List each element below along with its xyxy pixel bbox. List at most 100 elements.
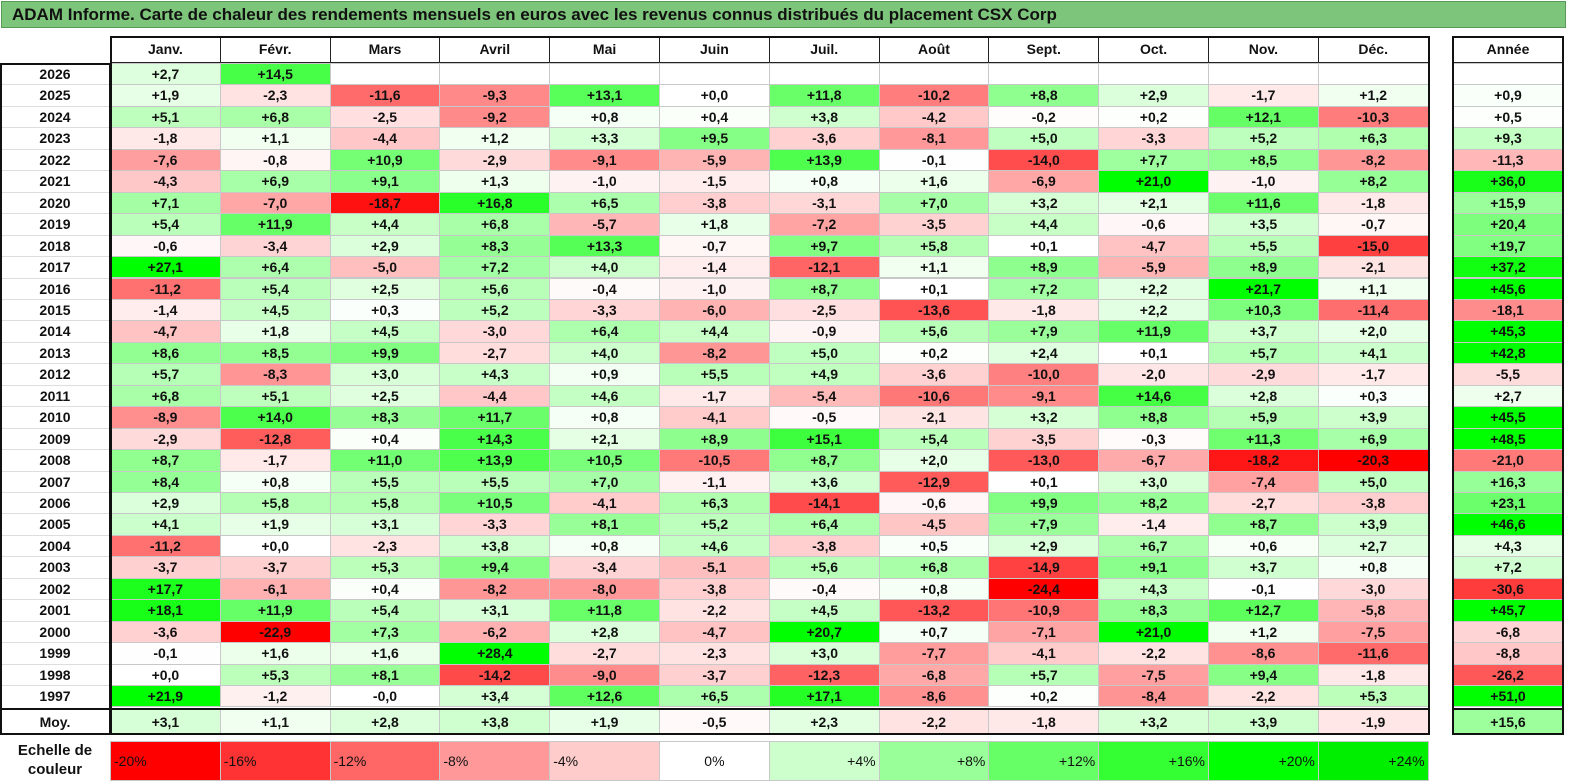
annual-cell: +15,9: [1452, 191, 1564, 215]
average-cell: +2,3: [768, 708, 880, 735]
annual-cell: +45,6: [1452, 277, 1564, 300]
heatmap-cell: +3,5: [1208, 213, 1319, 236]
heatmap-cell: +1,9: [219, 513, 331, 536]
heatmap-cell: +3,0: [768, 642, 880, 665]
heatmap-cell: +8,5: [1208, 148, 1319, 172]
heatmap-cell: -0,4: [549, 277, 660, 300]
heatmap-cell: +4,6: [659, 534, 770, 558]
heatmap-cell: +5,5: [439, 470, 551, 493]
average-cell: -0,5: [659, 708, 770, 735]
heatmap-cell: +1,6: [329, 642, 441, 665]
heatmap-cell: -3,5: [878, 213, 990, 236]
heatmap-cell: +9,4: [1208, 663, 1319, 687]
heatmap-cell: +2,9: [1098, 84, 1209, 107]
heatmap-cell: -6,0: [659, 298, 770, 322]
annual-cell: +0,9: [1452, 84, 1564, 107]
heatmap-cell: +0,1: [878, 277, 990, 300]
heatmap-cell: [1208, 63, 1319, 86]
heatmap-cell: -4,5: [878, 513, 990, 536]
heatmap-cell: +4,4: [659, 320, 770, 343]
year-label: 2026: [0, 63, 110, 85]
heatmap-cell: +5,4: [329, 599, 441, 622]
heatmap-cell: -2,7: [1208, 492, 1319, 515]
heatmap-cell: -14,0: [988, 148, 1100, 172]
heatmap-cell: +11,8: [768, 84, 880, 107]
heatmap-cell: [659, 63, 770, 86]
color-scale-stop: 0%: [659, 741, 770, 781]
heatmap-cell: +0,5: [878, 534, 990, 558]
heatmap-cell: -4,7: [1098, 234, 1209, 258]
color-scale-stop: -16%: [219, 741, 331, 781]
heatmap-cell: +1,1: [1317, 277, 1429, 300]
heatmap-cell: -0,0: [329, 685, 441, 708]
heatmap-cell: -3,8: [659, 577, 770, 601]
year-label: 2022: [0, 148, 110, 171]
annual-header: Année: [1452, 36, 1564, 63]
year-label: 2025: [0, 84, 110, 106]
heatmap-cell: -14,9: [988, 556, 1100, 579]
heatmap-cell: +4,4: [329, 213, 441, 236]
heatmap-cell: +1,1: [219, 127, 331, 150]
heatmap-cell: +8,2: [1317, 170, 1429, 193]
heatmap-cell: +3,2: [988, 406, 1100, 429]
month-header: Sept.: [988, 36, 1100, 63]
heatmap-cell: +9,9: [329, 341, 441, 365]
heatmap-cell: +5,0: [768, 341, 880, 365]
heatmap-cell: -11,2: [110, 534, 221, 558]
heatmap-cell: -2,9: [439, 148, 551, 172]
heatmap-cell: +6,8: [219, 105, 331, 129]
heatmap-cell: -9,0: [549, 663, 660, 687]
heatmap-cell: -1,5: [659, 170, 770, 193]
color-scale-stop: +24%: [1317, 741, 1429, 781]
annual-cell: +23,1: [1452, 492, 1564, 515]
heatmap-cell: -12,3: [768, 663, 880, 687]
heatmap-cell: -0,1: [878, 148, 990, 172]
heatmap-cell: -1,0: [1208, 170, 1319, 193]
heatmap-cell: +7,7: [1098, 148, 1209, 172]
heatmap-cell: -2,9: [110, 427, 221, 451]
heatmap-cell: +14,6: [1098, 384, 1209, 408]
heatmap-cell: -8,9: [110, 406, 221, 429]
year-label: 2018: [0, 234, 110, 257]
heatmap-cell: +17,7: [110, 577, 221, 601]
annual-cell: +48,5: [1452, 427, 1564, 451]
heatmap-cell: +21,9: [110, 685, 221, 708]
annual-cell: [1452, 63, 1564, 86]
heatmap-cell: -3,8: [768, 534, 880, 558]
average-cell: +1,9: [549, 708, 660, 735]
heatmap-cell: -11,2: [110, 277, 221, 300]
heatmap-cell: +5,1: [219, 384, 331, 408]
heatmap-cell: +2,7: [1317, 534, 1429, 558]
year-label: 2016: [0, 277, 110, 300]
heatmap-cell: +0,8: [219, 470, 331, 493]
heatmap-cell: -4,2: [878, 105, 990, 129]
average-cell: +3,1: [110, 708, 221, 735]
heatmap-cell: +0,3: [1317, 384, 1429, 408]
heatmap-cell: +1,2: [439, 127, 551, 150]
heatmap-cell: -1,8: [1317, 663, 1429, 687]
heatmap-cell: +5,6: [768, 556, 880, 579]
heatmap-cell: +11,0: [329, 449, 441, 472]
heatmap-cell: [549, 63, 660, 86]
heatmap-cell: +14,5: [219, 63, 331, 86]
heatmap-cell: +17,1: [768, 685, 880, 708]
heatmap-cell: -9,2: [439, 105, 551, 129]
average-separator: [1452, 707, 1564, 710]
annual-cell: +9,3: [1452, 127, 1564, 150]
annual-cell: +45,5: [1452, 406, 1564, 429]
heatmap-cell: -3,0: [1317, 577, 1429, 601]
heatmap-cell: -2,2: [1208, 685, 1319, 708]
annual-cell: +37,2: [1452, 256, 1564, 279]
heatmap-cell: +8,7: [768, 449, 880, 472]
heatmap-cell: +11,9: [219, 213, 331, 236]
color-scale-stop: +8%: [878, 741, 990, 781]
heatmap-cell: +2,5: [329, 277, 441, 300]
average-label: Moy.: [0, 708, 110, 735]
heatmap-cell: +6,5: [659, 685, 770, 708]
year-label: 1998: [0, 663, 110, 686]
heatmap-cell: -0,1: [1208, 577, 1319, 601]
heatmap-cell: -13,2: [878, 599, 990, 622]
heatmap-cell: -5,4: [768, 384, 880, 408]
heatmap-cell: +6,9: [219, 170, 331, 193]
heatmap-cell: -2,3: [219, 84, 331, 107]
